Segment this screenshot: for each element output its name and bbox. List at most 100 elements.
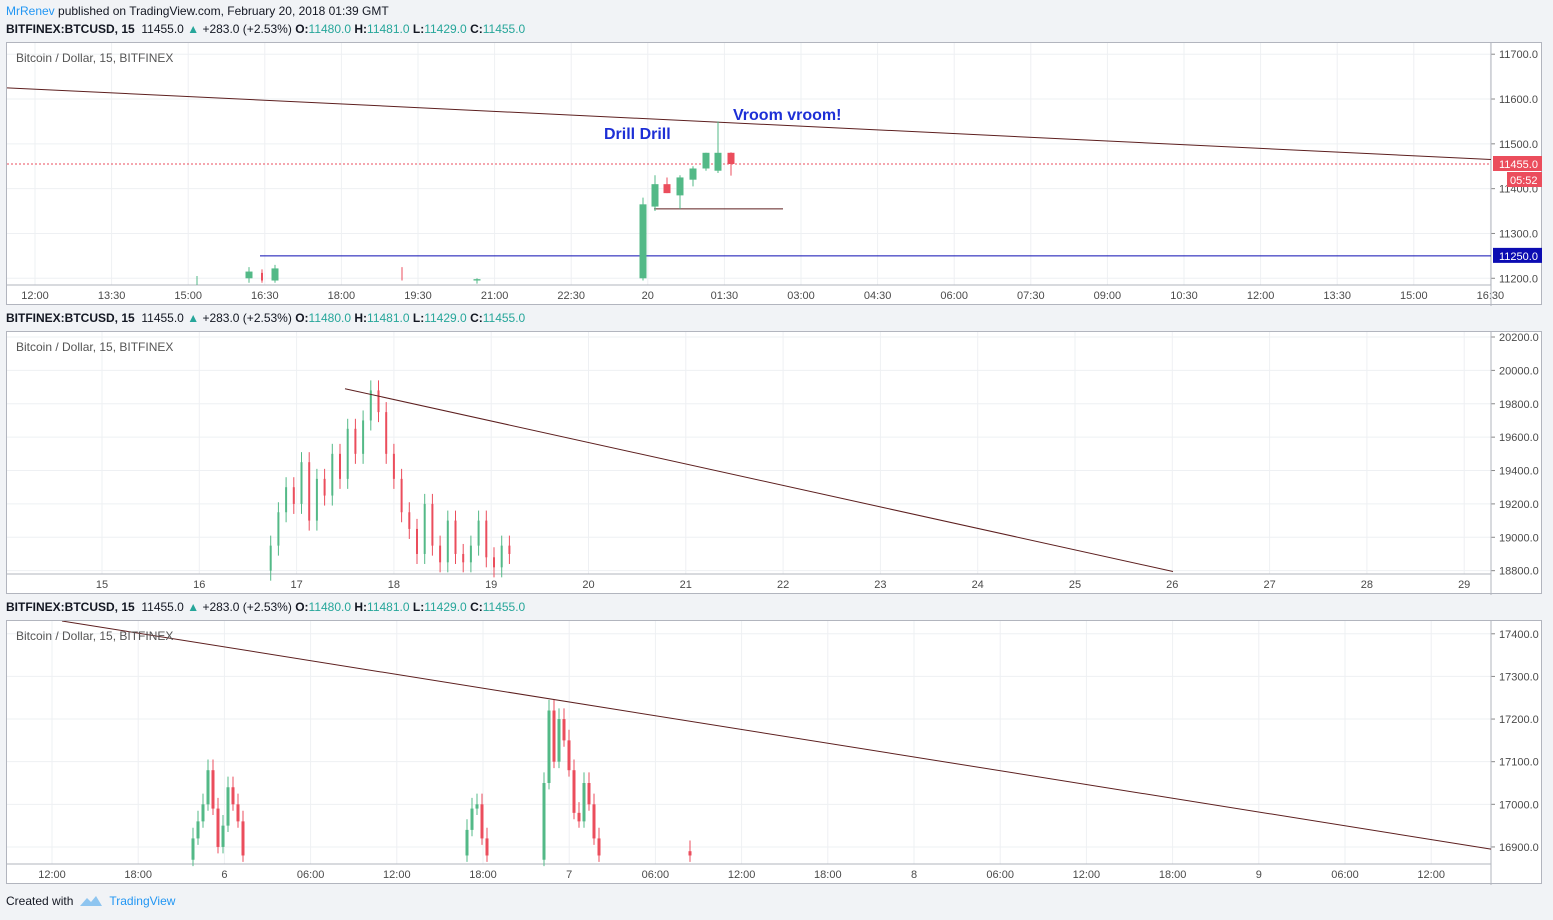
price-badge <box>1493 156 1542 171</box>
symbol: BITFINEX:BTCUSD, 15 <box>6 311 135 325</box>
y-tick-label: 17100.0 <box>1499 757 1539 769</box>
candle-down <box>508 545 511 554</box>
candle-down <box>727 152 735 164</box>
low-value: 11429.0 <box>424 311 467 325</box>
candle-up <box>300 462 303 504</box>
candle-up <box>475 804 479 809</box>
close-label: C: <box>470 311 483 325</box>
y-tick-label: 18800.0 <box>1499 566 1539 578</box>
symbol-line-1: BITFINEX:BTCUSD, 15 11455.0 ▲ +283.0 (+2… <box>6 22 525 36</box>
x-tick-label: 25 <box>1069 579 1081 591</box>
x-tick-label: 15 <box>96 579 108 591</box>
candle-down <box>663 184 671 194</box>
y-tick-label: 11200.0 <box>1499 273 1538 285</box>
change: +283.0 (+2.53%) <box>202 22 292 36</box>
candle-up <box>277 512 280 546</box>
y-tick-label: 11300.0 <box>1499 228 1538 240</box>
x-tick-label: 18:00 <box>328 290 356 302</box>
publish-info: published on TradingView.com, February 2… <box>54 4 389 18</box>
annotation-text: Drill Drill <box>604 126 671 143</box>
y-tick-label: 11600.0 <box>1499 94 1538 106</box>
high-value: 11481.0 <box>367 311 410 325</box>
candle-up <box>331 453 334 496</box>
chart-legend: Bitcoin / Dollar, 15, BITFINEX <box>16 340 174 354</box>
candle-down <box>211 770 215 809</box>
x-tick-label: 12:00 <box>383 869 411 881</box>
candle-up <box>702 152 710 169</box>
y-tick-label: 11500.0 <box>1499 139 1538 151</box>
low-label: L: <box>412 311 425 325</box>
trendline <box>7 87 1492 161</box>
candle-down <box>454 520 457 554</box>
x-tick-label: 01:30 <box>711 290 739 302</box>
candle-up <box>500 545 503 568</box>
candle-down <box>577 812 581 822</box>
candle-up <box>469 545 472 563</box>
x-tick-label: 16:30 <box>1477 290 1505 302</box>
candle-down <box>552 710 556 762</box>
close-value: 11455.0 <box>482 22 526 36</box>
candle-down <box>572 770 576 813</box>
x-tick-label: 19 <box>485 579 497 591</box>
x-tick-label: 21 <box>680 579 692 591</box>
y-tick-label: 17200.0 <box>1499 714 1539 726</box>
price-badge-text: 11455.0 <box>1499 159 1538 171</box>
close-label: C: <box>470 22 483 36</box>
candle-down <box>408 512 411 529</box>
x-tick-label: 27 <box>1263 579 1275 591</box>
candle-up <box>191 838 195 860</box>
chart-panel-2[interactable]: 15 16 17 18 19 20 21 22 23 24 25 26 27 28 29 20200.0 200… <box>6 331 1543 595</box>
candle-up <box>362 420 365 454</box>
candle-up <box>285 487 288 513</box>
chart-panel-1[interactable]: 12:00 13:30 15:00 16:30 18:00 19:30 21:00 22:30… <box>6 42 1543 306</box>
chart-2-svg[interactable]: 15 16 17 18 19 20 21 22 23 24 25 26 27 28 29 20200.0 200… <box>7 332 1543 595</box>
y-tick-label: 19000.0 <box>1499 532 1539 544</box>
y-tick-label: 11700.0 <box>1499 49 1538 61</box>
x-tick-label: 15:00 <box>1400 290 1428 302</box>
candle-down <box>567 740 571 771</box>
footer-brand[interactable]: TradingView <box>109 894 176 908</box>
candle-up <box>639 204 647 279</box>
candle-up <box>689 168 697 180</box>
candle-up <box>196 278 198 283</box>
low-label: L: <box>412 600 425 614</box>
candle-up <box>196 821 200 839</box>
x-tick-label: 8 <box>911 869 917 881</box>
publish-header: MrRenev published on TradingView.com, Fe… <box>6 4 389 18</box>
candle-down <box>354 428 357 454</box>
candle-down <box>292 487 295 504</box>
x-tick-label: 26 <box>1166 579 1178 591</box>
x-tick-label: 06:00 <box>297 869 325 881</box>
x-tick-label: 20 <box>642 290 654 302</box>
candle-down <box>261 272 263 281</box>
x-tick-label: 09:00 <box>1094 290 1122 302</box>
x-tick-label: 18:00 <box>1159 869 1187 881</box>
chart-3-svg[interactable]: 12:00 18:00 6 06:00 12:00 18:00 7 06:00 12:00 18:… <box>7 621 1543 885</box>
x-tick-label: 24 <box>972 579 984 591</box>
candle-up <box>271 268 279 281</box>
candle-down <box>241 821 245 856</box>
candle-up <box>542 783 546 860</box>
candle-down <box>485 838 489 856</box>
open-label: O: <box>295 311 309 325</box>
high-label: H: <box>354 600 368 614</box>
x-tick-label: 18 <box>388 579 400 591</box>
chart-1-svg[interactable]: 12:00 13:30 15:00 16:30 18:00 19:30 21:00 22:30… <box>7 43 1543 306</box>
countdown-badge <box>1507 172 1542 187</box>
last-price: 11455.0 <box>141 22 184 36</box>
candle-up <box>221 825 225 847</box>
last-price: 11455.0 <box>141 311 184 325</box>
author-link[interactable]: MrRenev <box>6 4 55 18</box>
trendline <box>61 621 1492 850</box>
symbol-line-2: BITFINEX:BTCUSD, 15 11455.0 ▲ +283.0 (+2… <box>6 311 525 325</box>
x-tick-label: 9 <box>1256 869 1262 881</box>
x-tick-label: 28 <box>1361 579 1373 591</box>
candle-down <box>431 503 434 546</box>
candle-down <box>592 804 596 839</box>
x-tick-label: 06:00 <box>1331 869 1359 881</box>
x-tick-label: 12:00 <box>1247 290 1275 302</box>
y-tick-label: 16900.0 <box>1499 842 1539 854</box>
x-tick-label: 12:00 <box>1073 869 1101 881</box>
chart-panel-3[interactable]: 12:00 18:00 6 06:00 12:00 18:00 7 06:00 12:00 18:… <box>6 620 1543 885</box>
candle-up <box>473 279 481 281</box>
